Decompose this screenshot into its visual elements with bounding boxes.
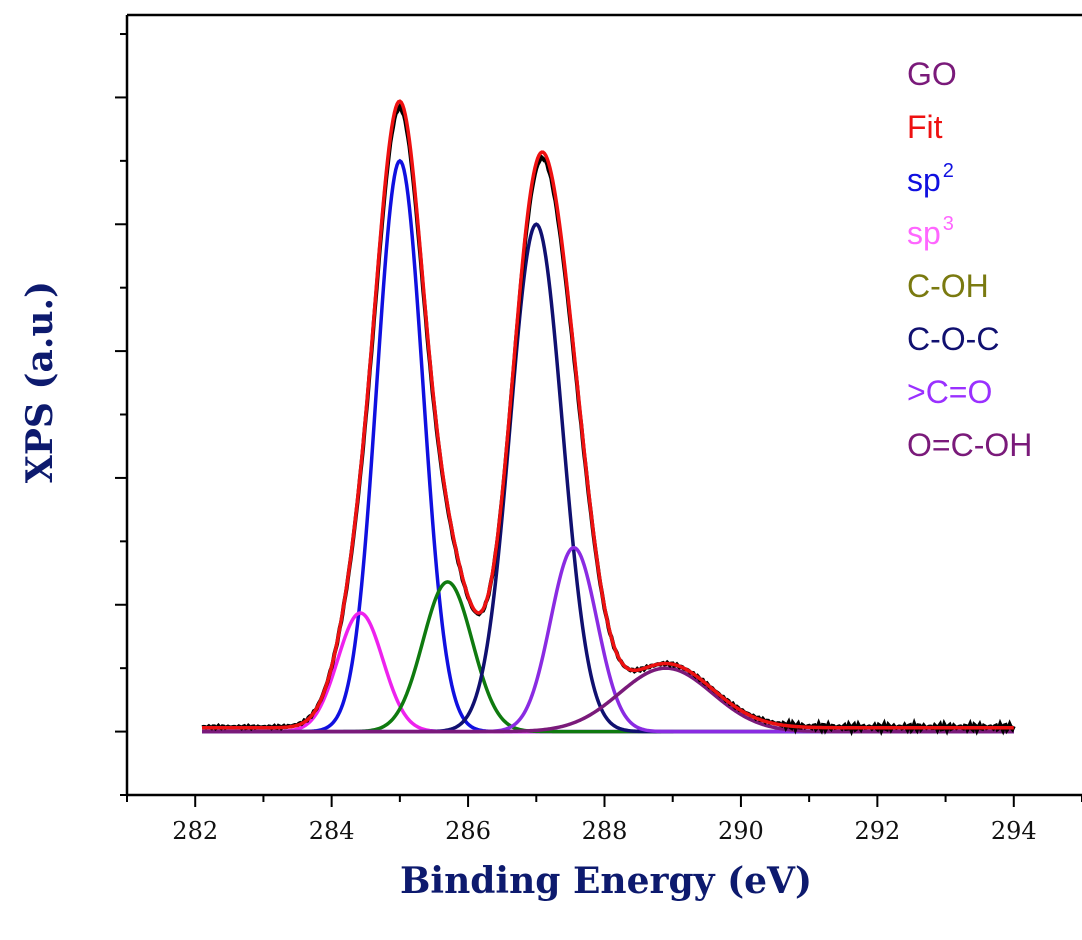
legend-entry: sp 3 [907, 213, 954, 251]
x-tick-label: 282 [172, 817, 218, 845]
legend-superscript: 3 [943, 213, 954, 235]
legend-entry: Fit [907, 109, 943, 145]
x-tick-label: 290 [718, 817, 764, 845]
x-tick-label: 294 [991, 817, 1037, 845]
x-axis-label: Binding Energy (eV) [400, 860, 812, 902]
plot-area [201, 99, 1016, 737]
component-curve-sp2 [202, 158, 1014, 734]
legend-entry: sp 2 [907, 160, 954, 198]
series-fit-curve [202, 99, 1014, 730]
legend-superscript: 2 [943, 160, 954, 182]
y-axis-label: XPS (a.u.) [19, 281, 61, 483]
legend-entry: GO [907, 56, 957, 92]
legend-entry: C-OH [907, 268, 989, 304]
legend-entry: >C=O [907, 374, 992, 410]
legend-entry: O=C-OH [907, 427, 1032, 463]
axes: 282 284 286 288 290 292 294 [115, 13, 1082, 845]
x-tick-label: 288 [582, 817, 628, 845]
component-curve-c-o-c [202, 222, 1014, 734]
x-tick-label: 284 [309, 817, 355, 845]
x-tick-label: 286 [445, 817, 491, 845]
legend-entry: C-O-C [907, 321, 999, 357]
component-curve-c-oh [202, 580, 1014, 734]
x-tick-label: 292 [854, 817, 900, 845]
legend: GO Fit sp 2 sp 3 C-OH C-O-C >C=O O=C-OH [907, 56, 1032, 463]
series-go-curve [201, 102, 1016, 737]
